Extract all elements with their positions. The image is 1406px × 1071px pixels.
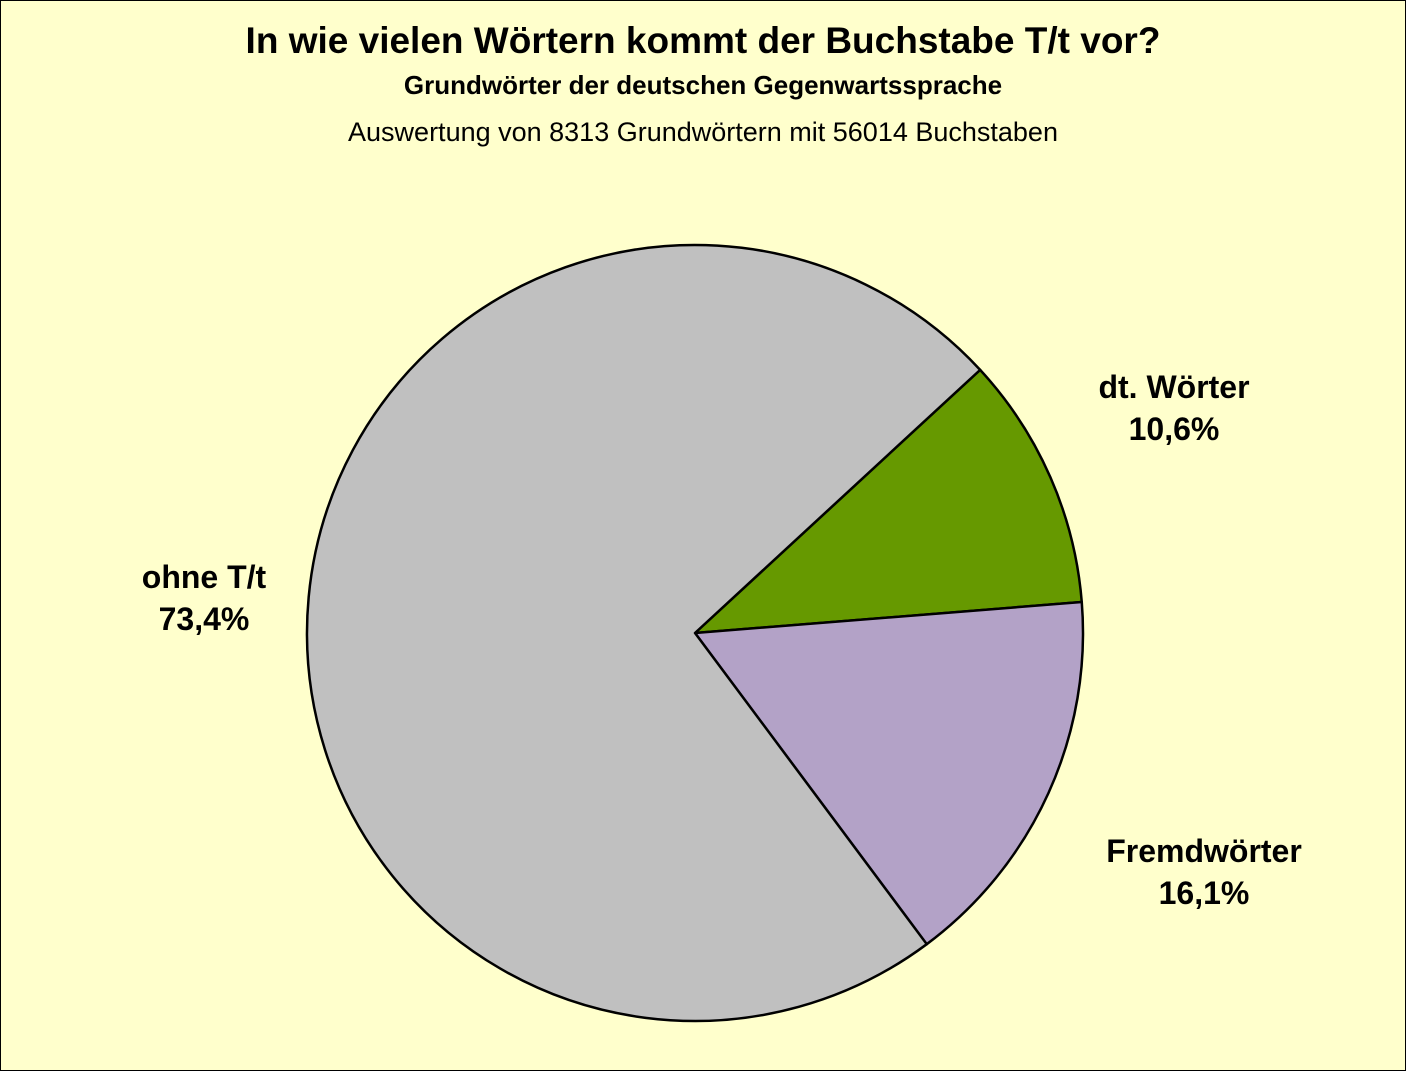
slice-name: Fremdwörter [1106, 833, 1302, 869]
slice-value: 16,1% [1158, 875, 1250, 911]
chart-title: In wie vielen Wörtern kommt der Buchstab… [245, 20, 1161, 61]
chart-subtitle: Grundwörter der deutschen Gegenwartsspra… [403, 70, 1003, 100]
pie-slice-dt-w-rter [693, 368, 1084, 635]
pie-slice-ohne-t-t [305, 243, 982, 1023]
label-ohne-t: ohne T/t 73,4% [54, 556, 354, 640]
chart-note: Auswertung von 8313 Grundwörtern mit 560… [348, 117, 1058, 147]
slice-name: ohne T/t [141, 559, 267, 595]
slice-value: 10,6% [1128, 411, 1220, 447]
label-dt-woerter: dt. Wörter 10,6% [1024, 366, 1324, 450]
pie-slice-fremdw-rter [693, 600, 1085, 946]
slice-name: dt. Wörter [1098, 369, 1250, 405]
label-fremdwoerter: Fremdwörter 16,1% [1054, 830, 1354, 914]
slice-value: 73,4% [158, 601, 250, 637]
